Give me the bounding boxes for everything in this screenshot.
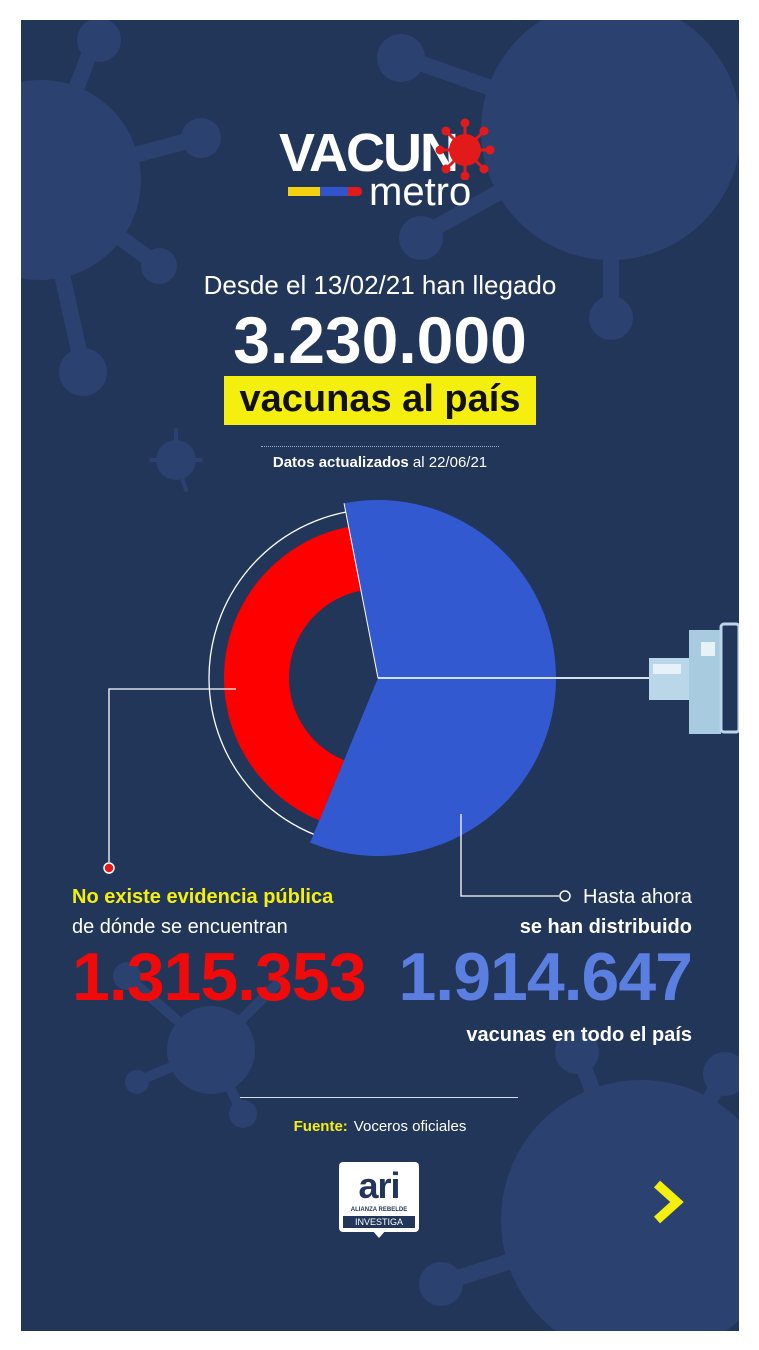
right-label-title: se han distribuido — [519, 916, 692, 938]
left-label-title: No existe evidencia pública — [72, 886, 334, 908]
left-label-sub: de dónde se encuentran — [72, 916, 288, 938]
ari-logo: ari ALIANZA REBELDE INVESTIGA — [339, 1162, 419, 1232]
virus-icon — [435, 118, 495, 180]
ari-logo-sub2: INVESTIGA — [343, 1216, 415, 1228]
virus-background-icon — [21, 20, 739, 1331]
left-leader-dot — [103, 862, 115, 874]
pie-slice-not-located — [223, 526, 362, 821]
chevron-right-icon[interactable] — [651, 1180, 687, 1224]
highlight-text: vacunas al país — [223, 376, 537, 425]
updated-text: Datos actualizados al 22/06/21 — [21, 454, 739, 471]
right-leader-dot — [559, 890, 571, 902]
ari-logo-sub1: ALIANZA REBELDE — [350, 1207, 408, 1213]
ari-logo-tip — [372, 1230, 386, 1238]
left-number: 1.315.353 — [72, 939, 367, 1015]
syringe-icon — [378, 622, 739, 734]
total-number: 3.230.000 — [233, 303, 527, 377]
right-leader-line — [460, 814, 559, 897]
flag-yellow — [288, 187, 320, 196]
logo-word-top: VACUN — [279, 123, 459, 183]
right-label-top: Hasta ahora — [583, 886, 692, 908]
source-divider — [240, 1097, 518, 1098]
updated-bold: Datos actualizados — [272, 454, 409, 471]
source-key: Fuente: — [293, 1118, 348, 1135]
flag-blue — [320, 187, 348, 196]
ari-logo-main: ari — [358, 1165, 400, 1206]
pie-chart — [103, 499, 739, 902]
logo-word-bottom: metro — [369, 170, 472, 214]
right-number: 1.914.647 — [398, 939, 693, 1015]
highlight-wrap: vacunas al país — [21, 376, 739, 425]
pie-separator — [343, 503, 379, 679]
flag-red — [348, 187, 362, 196]
source-value: Voceros oficiales — [353, 1118, 467, 1135]
updated-date: al 22/06/21 — [408, 454, 488, 471]
left-leader-line — [108, 688, 236, 862]
dotted-divider — [261, 446, 499, 447]
source-text: Fuente: Voceros oficiales — [21, 1118, 739, 1135]
intro-text: Desde el 13/02/21 han llegado — [203, 270, 557, 300]
infographic-card: VACUN metro Desde el 13/02/21 han llegad… — [21, 20, 739, 1331]
right-label-bottom: vacunas en todo el país — [466, 1024, 692, 1046]
